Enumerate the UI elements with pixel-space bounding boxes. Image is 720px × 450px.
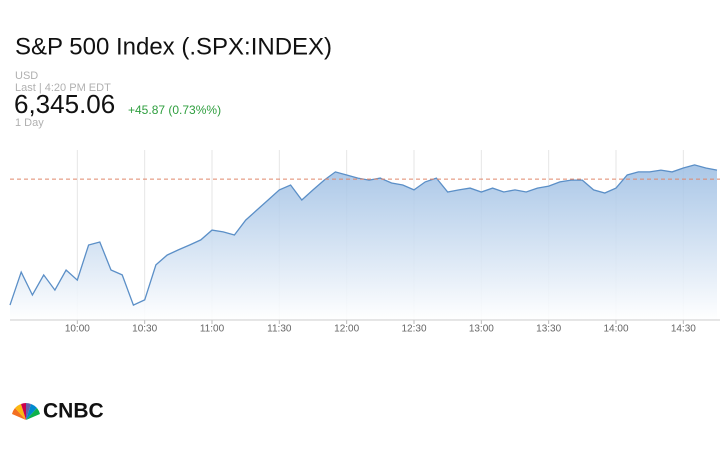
x-tick-label: 13:00	[469, 324, 494, 335]
x-tick-label: 11:30	[267, 324, 292, 335]
price: 6,345.06	[14, 89, 115, 119]
x-tick-label: 12:30	[401, 324, 426, 335]
x-tick-label: 14:30	[671, 324, 696, 335]
logo-text: CNBC	[43, 400, 104, 423]
area	[10, 164, 717, 320]
logo-icon	[12, 403, 40, 420]
change: +45.87 (0.73%%)	[128, 103, 221, 117]
title: S&P 500 Index (.SPX:INDEX)	[15, 33, 332, 60]
plot: 10:00 10:30 11:00 11:30 12:00 12:30 13:00 13:30…	[9, 150, 720, 335]
x-tick-label: 13:30	[536, 324, 561, 335]
x-tick-label: 10:30	[132, 324, 157, 335]
currency: USD	[15, 70, 38, 82]
last-label: Last | 4:20 PM EDT	[15, 82, 111, 94]
x-tick-label: 10:00	[65, 324, 90, 335]
x-tick-label: 11:00	[200, 324, 225, 335]
x-tick-label: 14:00	[603, 324, 628, 335]
x-tick-label: 12:00	[334, 324, 359, 335]
period: 1 Day	[15, 117, 44, 129]
